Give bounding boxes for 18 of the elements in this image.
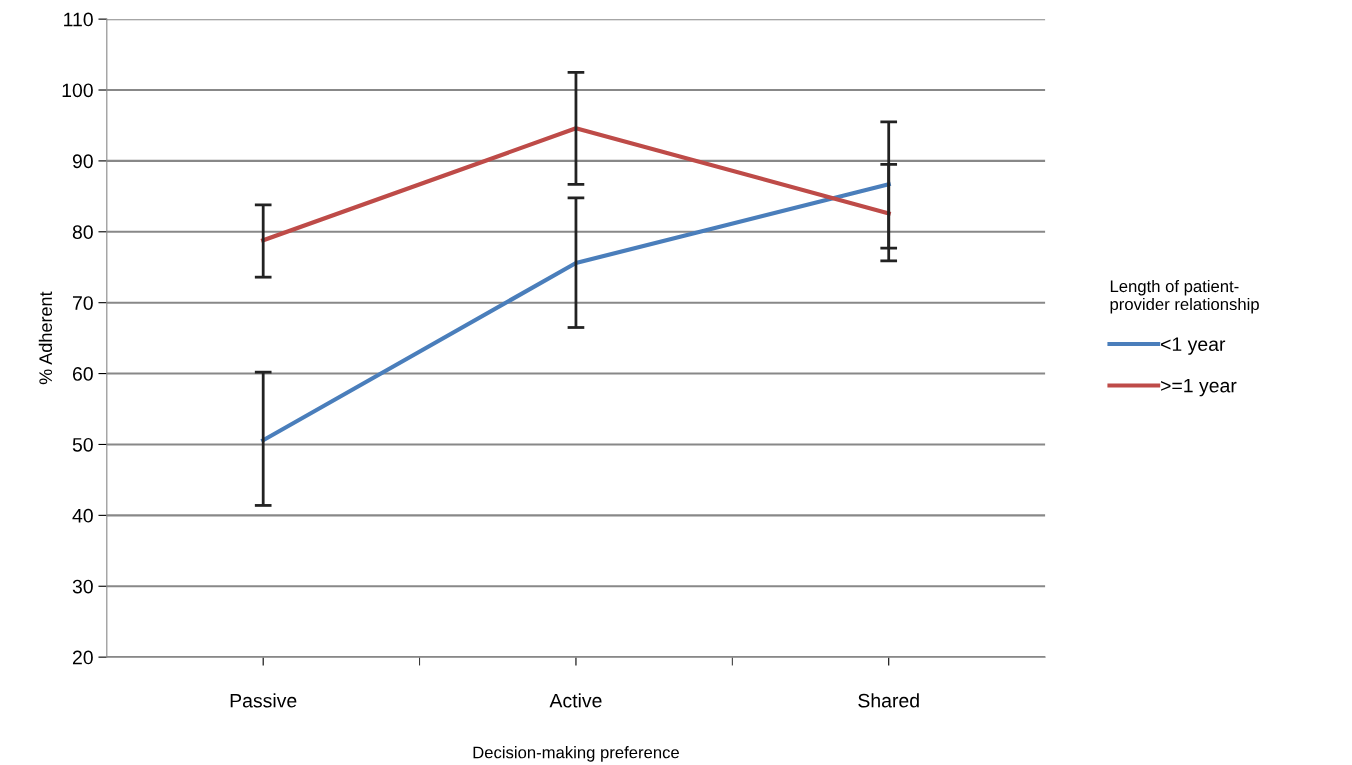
y-tick-label: 20 xyxy=(72,650,93,665)
x-axis-title: Decision-making preference xyxy=(473,746,679,762)
legend-label: <1 year xyxy=(1161,337,1226,355)
y-tick-label: 30 xyxy=(72,579,93,594)
y-tick-label: 50 xyxy=(72,437,93,452)
y-tick-label: 60 xyxy=(72,367,93,381)
y-tick-label: 110 xyxy=(64,12,93,27)
y-tick-label: 40 xyxy=(72,508,93,523)
x-tick-label: Active xyxy=(549,693,602,708)
y-tick-label: 90 xyxy=(72,154,93,169)
y-tick-label: 70 xyxy=(72,296,93,310)
x-tick-label: Shared xyxy=(858,693,919,708)
legend-title: Length of patient- provider relationship xyxy=(1110,279,1259,314)
y-axis-title: % Adherent xyxy=(38,291,53,385)
x-tick-label: Passive xyxy=(230,693,297,708)
legend-label: >=1 year xyxy=(1161,378,1237,397)
y-tick-label: 100 xyxy=(62,83,93,98)
y-tick-label: 80 xyxy=(72,225,93,240)
